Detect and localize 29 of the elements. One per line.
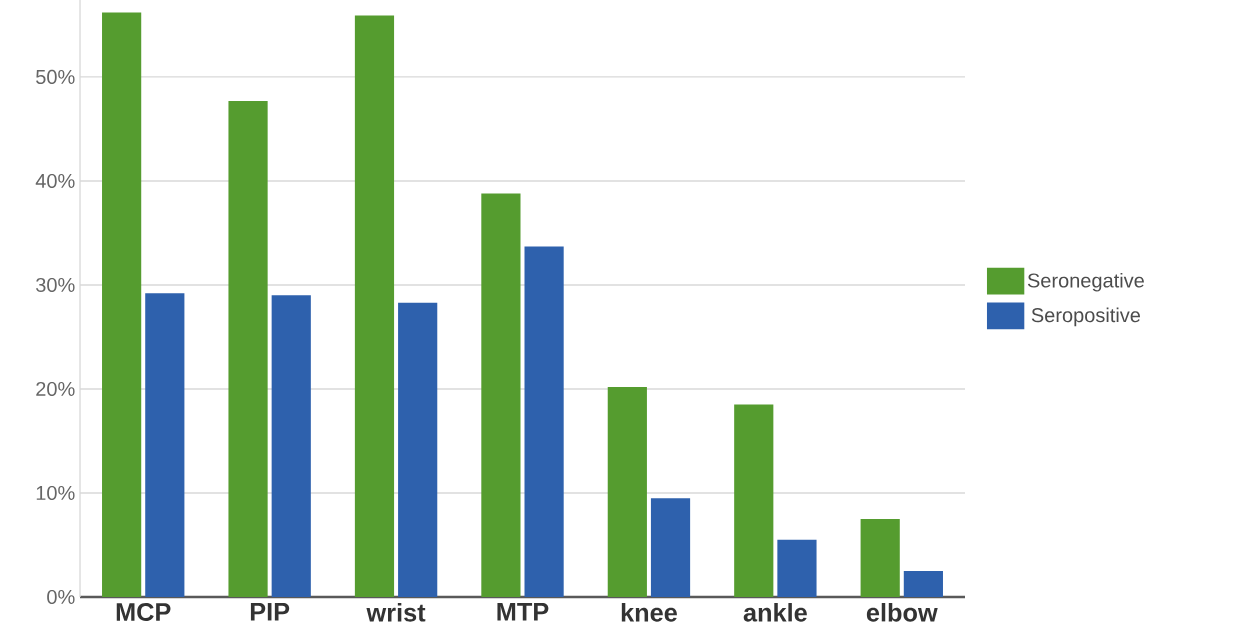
bar	[398, 302, 438, 597]
bar	[524, 246, 564, 597]
x-tick-label: ankle	[743, 603, 807, 622]
bar	[102, 12, 142, 597]
bar	[860, 518, 900, 597]
legend-label: Seropositive	[1031, 307, 1141, 327]
bar	[481, 193, 521, 597]
x-tick-label: PIP	[250, 603, 290, 621]
legend-label: Seronegative	[1027, 272, 1144, 292]
x-tick-label: MTP	[497, 603, 549, 621]
bar	[607, 386, 647, 597]
bar	[228, 100, 268, 597]
x-tick-label: elbow	[866, 603, 938, 622]
y-tick-label: 30%	[36, 277, 75, 293]
x-tick-label: MCP	[116, 603, 171, 621]
bar	[145, 293, 185, 597]
y-tick-label: 20%	[36, 381, 75, 397]
bar	[903, 570, 943, 597]
y-tick-label: 40%	[35, 173, 75, 189]
x-tick-label: knee	[621, 603, 677, 622]
bar	[354, 15, 395, 597]
bar	[734, 404, 774, 597]
y-tick-label: 10%	[36, 485, 75, 501]
y-tick-label: 0%	[47, 589, 75, 605]
x-tick-label: wrist	[366, 603, 426, 622]
bar	[650, 498, 691, 597]
bar	[777, 539, 817, 597]
bar	[271, 295, 311, 597]
y-tick-label: 50%	[36, 69, 75, 85]
